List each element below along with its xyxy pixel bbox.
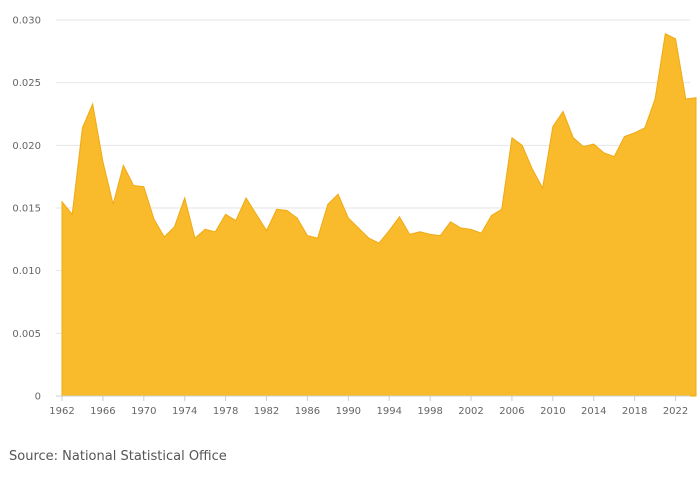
y-axis-ticks: 0 0.005 0.010 0.015 0.020 0.025 0.030 (12, 16, 41, 403)
x-tick-label: 1990 (336, 406, 361, 417)
x-tick-label: 1982 (254, 406, 279, 417)
y-tick-label: 0.030 (12, 16, 41, 27)
y-tick-label: 0.025 (12, 78, 41, 89)
y-tick-label: 0.005 (12, 329, 41, 340)
x-tick-label: 2006 (499, 406, 524, 417)
x-tick-label: 2022 (663, 406, 688, 417)
x-axis-ticks: 1962 1966 1970 1974 1978 1982 1986 1990 1994 1998… (49, 396, 688, 417)
y-tick-label: 0.015 (12, 204, 41, 215)
y-tick-label: 0 (35, 392, 41, 403)
x-tick-label: 2014 (581, 406, 606, 417)
x-tick-label: 1998 (417, 406, 442, 417)
x-tick-label: 2002 (458, 406, 483, 417)
x-tick-label: 2018 (622, 406, 647, 417)
x-tick-label: 1962 (49, 406, 74, 417)
y-tick-label: 0.010 (12, 266, 41, 277)
x-tick-label: 2010 (540, 406, 565, 417)
area-series (61, 33, 697, 397)
x-tick-label: 1994 (376, 406, 401, 417)
x-tick-label: 1974 (172, 406, 197, 417)
x-tick-label: 1978 (213, 406, 238, 417)
area-chart: 0 0.005 0.010 0.015 0.020 0.025 0.030 1962 1966… (12, 16, 697, 417)
x-tick-label: 1986 (295, 406, 320, 417)
y-tick-label: 0.020 (12, 141, 41, 152)
x-tick-label: 1966 (90, 406, 115, 417)
source-note: Source: National Statistical Office (9, 449, 227, 464)
x-tick-label: 1970 (131, 406, 156, 417)
